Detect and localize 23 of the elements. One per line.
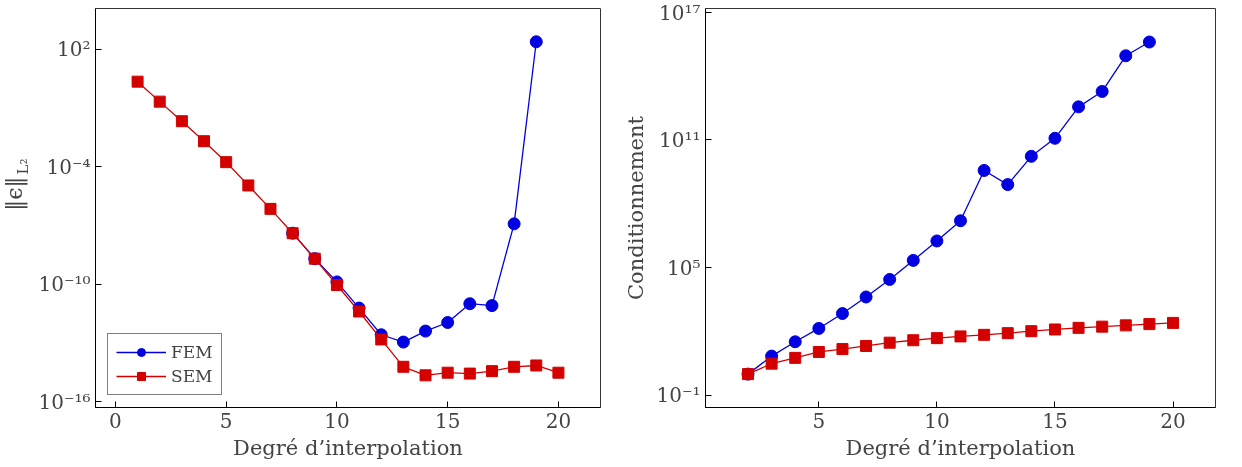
x-axis-title: Degré d’interpolation <box>233 435 463 460</box>
x-tick-label: 10 <box>324 408 350 433</box>
y-tick-label: 10¹¹ <box>659 127 701 152</box>
x-tick-label: 5 <box>812 408 826 433</box>
x-axis-title: Degré d’interpolation <box>845 435 1076 460</box>
x-tick-label: 10 <box>924 408 950 433</box>
legend-label: SEM <box>171 366 213 386</box>
legend-label: FEM <box>171 342 213 362</box>
y-axis-title: Conditionnement <box>624 115 649 300</box>
y-tick-label: 10⁻⁴ <box>46 154 91 179</box>
y-tick-label: 10⁻¹ <box>656 383 701 408</box>
y-axis-title: ‖ϵ‖L₂ <box>1 158 32 211</box>
x-tick-label: 15 <box>1042 408 1068 433</box>
y-tick-label: 10⁻¹⁰ <box>38 272 91 297</box>
y-tick-label: 10¹⁷ <box>659 0 701 25</box>
x-tick-label: 20 <box>1160 408 1186 433</box>
x-tick-label: 0 <box>109 408 122 433</box>
y-tick-label: 10⁻¹⁶ <box>38 389 91 414</box>
x-tick-label: 15 <box>434 408 461 433</box>
y-tick-label: 10⁵ <box>667 255 701 280</box>
y-tick-label: 10² <box>57 37 91 62</box>
x-tick-label: 20 <box>545 408 572 433</box>
x-tick-label: 5 <box>219 408 233 433</box>
